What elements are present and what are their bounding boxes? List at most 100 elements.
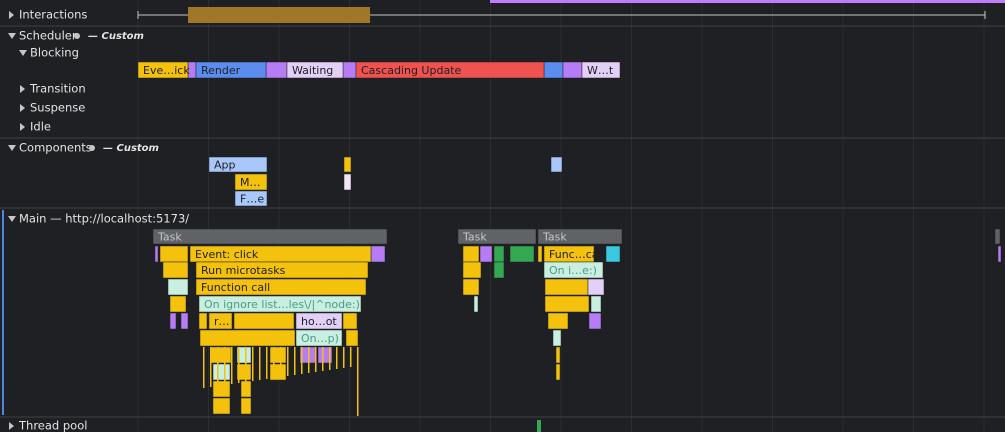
flame-block[interactable]: [295, 329, 343, 347]
flame-block[interactable]: [199, 329, 296, 347]
flame-block[interactable]: [543, 261, 604, 279]
flame-block[interactable]: [169, 295, 187, 313]
gear-icon[interactable]: [74, 33, 80, 39]
collapse-arrow[interactable]: [8, 216, 16, 222]
flame-block[interactable]: [180, 312, 189, 330]
flame-block[interactable]: [208, 312, 233, 330]
collapse-arrow[interactable]: [8, 145, 16, 151]
flame-block[interactable]: [355, 61, 545, 79]
flame-block[interactable]: [994, 228, 1001, 245]
expand-arrow[interactable]: [9, 422, 14, 430]
flame-block[interactable]: [236, 363, 252, 381]
block-label: Eve…ick: [143, 64, 190, 77]
flame-sliver: [217, 347, 219, 386]
flame-block[interactable]: [137, 61, 189, 79]
flame-block[interactable]: [343, 173, 352, 191]
flame-block[interactable]: [552, 329, 562, 347]
collapse-arrow[interactable]: [8, 33, 16, 39]
flame-block[interactable]: [240, 397, 252, 415]
flame-block[interactable]: [544, 278, 589, 296]
flame-block[interactable]: [457, 228, 537, 245]
flame-block[interactable]: [343, 156, 352, 173]
flame-block[interactable]: [265, 61, 288, 79]
flame-block[interactable]: [269, 363, 287, 381]
flame-block[interactable]: [555, 363, 561, 381]
flame-sliver: [329, 347, 331, 370]
flame-block[interactable]: [198, 295, 362, 313]
collapse-arrow[interactable]: [19, 50, 27, 56]
flame-block[interactable]: [537, 245, 543, 263]
track-label[interactable]: Main — http://localhost:5173/: [19, 212, 189, 226]
track-label[interactable]: Scheduler: [19, 29, 77, 43]
flame-block[interactable]: [212, 363, 231, 381]
track-label[interactable]: Transition: [29, 82, 86, 96]
interaction[interactable]: [188, 7, 370, 23]
flame-block[interactable]: [562, 61, 583, 79]
flame-block[interactable]: [462, 261, 482, 279]
flame-sliver: [259, 347, 261, 380]
flame-block[interactable]: [212, 397, 231, 415]
flame-block[interactable]: [544, 295, 590, 313]
flame-block[interactable]: [208, 156, 268, 173]
flame-block[interactable]: [234, 173, 268, 191]
flame-block[interactable]: [590, 295, 602, 313]
flame-block[interactable]: [509, 245, 535, 263]
flame-block[interactable]: [342, 312, 358, 330]
flame-block[interactable]: [479, 245, 493, 263]
flame-block[interactable]: [342, 61, 357, 79]
track-label[interactable]: Idle: [30, 120, 51, 134]
flame-block[interactable]: [236, 346, 252, 364]
track-label[interactable]: Blocking: [30, 46, 79, 60]
flame-sliver: [343, 347, 345, 368]
flame-block[interactable]: [547, 312, 569, 330]
flame-block[interactable]: [555, 346, 561, 364]
flame-block[interactable]: [159, 245, 189, 263]
flame-block[interactable]: [233, 312, 295, 330]
flame-block[interactable]: [581, 61, 621, 79]
flame-block[interactable]: [537, 228, 623, 245]
flame-sliver: [322, 347, 324, 371]
flame-block[interactable]: [195, 61, 267, 79]
thread-event[interactable]: [537, 420, 541, 432]
flame-block[interactable]: [587, 278, 605, 296]
expand-arrow[interactable]: [20, 123, 25, 131]
flame-block[interactable]: [195, 278, 367, 296]
flame-block[interactable]: [317, 346, 333, 364]
flame-block[interactable]: [198, 312, 208, 330]
flame-sliver: [357, 347, 359, 416]
flame-block[interactable]: [588, 312, 602, 330]
flame-block[interactable]: [195, 261, 369, 279]
flame-block[interactable]: [370, 245, 386, 263]
track-label[interactable]: Components: [19, 141, 92, 155]
flame-block[interactable]: [162, 261, 189, 279]
flame-block[interactable]: [473, 295, 479, 313]
flame-block[interactable]: [210, 346, 232, 364]
flame-block[interactable]: [269, 346, 287, 364]
flame-block[interactable]: [240, 380, 252, 398]
flame-block[interactable]: [997, 245, 1002, 263]
expand-arrow[interactable]: [20, 104, 25, 112]
flame-block[interactable]: [605, 245, 621, 263]
flame-block[interactable]: [169, 312, 177, 330]
expand-arrow[interactable]: [9, 11, 14, 19]
track-label[interactable]: Interactions: [19, 8, 87, 22]
flame-block[interactable]: [212, 380, 231, 398]
flame-block[interactable]: [493, 245, 505, 263]
gear-icon[interactable]: [89, 145, 95, 151]
flame-block[interactable]: [167, 278, 189, 296]
flame-block[interactable]: [286, 61, 344, 79]
flame-block[interactable]: [550, 156, 563, 173]
expand-arrow[interactable]: [20, 85, 25, 93]
flame-block[interactable]: [234, 190, 268, 207]
flame-block[interactable]: [152, 228, 388, 245]
flame-block[interactable]: [345, 329, 359, 347]
track-label[interactable]: Suspense: [30, 101, 85, 115]
flame-block[interactable]: [543, 61, 564, 79]
flame-block[interactable]: [493, 261, 505, 279]
flame-block[interactable]: [154, 245, 159, 263]
flame-block[interactable]: [295, 312, 343, 330]
flame-block[interactable]: [462, 245, 480, 263]
flame-block[interactable]: [462, 278, 480, 296]
track-label[interactable]: Thread pool: [18, 419, 87, 432]
